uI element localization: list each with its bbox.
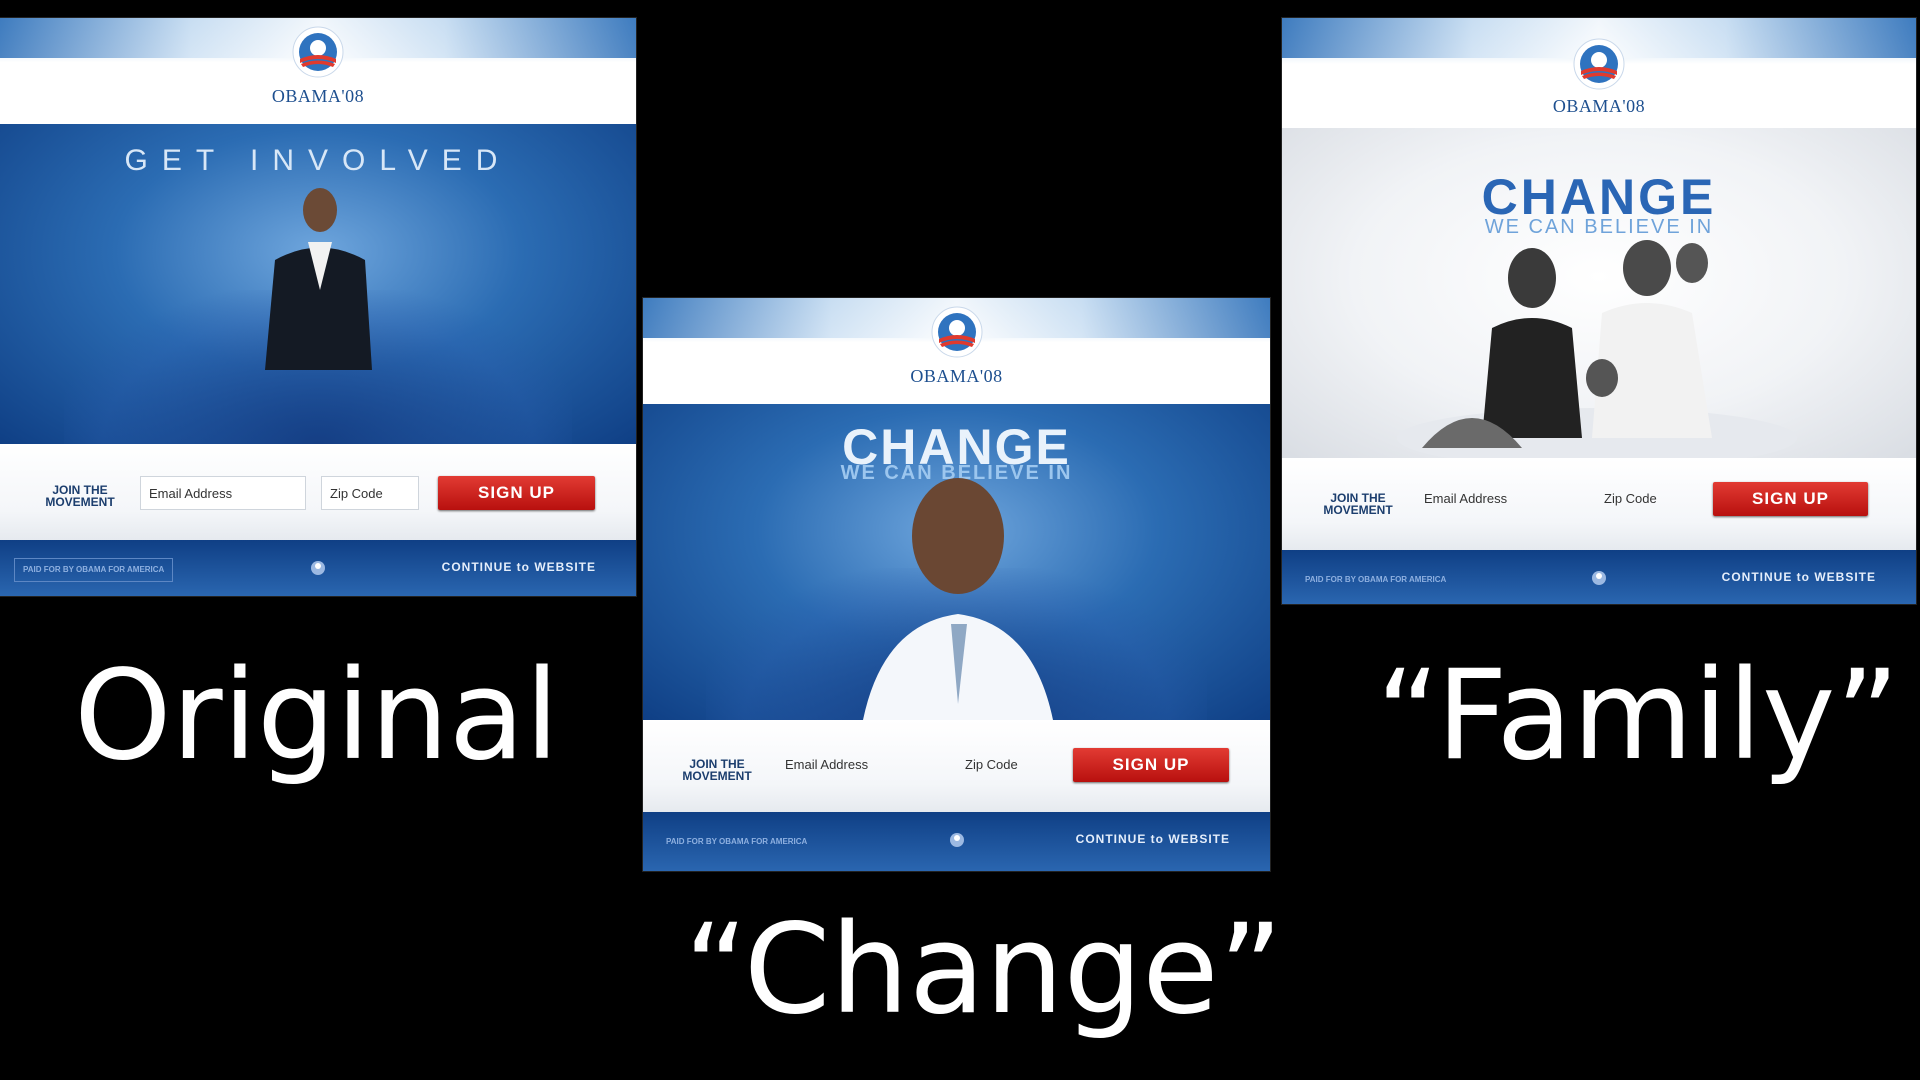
email-input[interactable]: Email Address <box>1424 491 1508 506</box>
sign-up-button[interactable]: SIGN UP <box>1073 748 1229 782</box>
brand-name: OBAMA'08 <box>1552 96 1646 116</box>
page-header: OBAMA'08 <box>0 18 636 124</box>
hero-banner: GET INVOLVED <box>0 124 636 444</box>
sign-up-button[interactable]: SIGN UP <box>1713 482 1868 516</box>
page-footer: PAID FOR BY OBAMA FOR AMERICA CONTINUE t… <box>643 812 1270 871</box>
join-the-movement-label: JOIN THE MOVEMENT <box>45 483 115 509</box>
zip-code-input[interactable]: Zip Code <box>1604 491 1657 506</box>
hero-subtitle: WE CAN BELIEVE IN <box>1484 216 1714 238</box>
obama-rising-sun-logo-icon <box>1573 38 1625 90</box>
signup-form: JOIN THE MOVEMENT Email Address Zip Code … <box>1282 458 1916 550</box>
paid-for-disclaimer: PAID FOR BY OBAMA FOR AMERICA <box>14 558 174 582</box>
footer-logo-icon <box>1592 571 1606 585</box>
page-footer: PAID FOR BY OBAMA FOR AMERICA CONTINUE t… <box>0 540 636 596</box>
continue-to-website-link[interactable]: CONTINUE to WEBSITE <box>441 560 596 574</box>
landing-page-original: OBAMA'08 GET INVOLVED JOIN THE MOVEMENT E… <box>0 18 636 596</box>
obama-rising-sun-logo-icon <box>292 26 344 78</box>
continue-to-website-link[interactable]: CONTINUE to WEBSITE <box>1075 832 1230 846</box>
landing-page-change: OBAMA'08 CHANGE WE CAN BELIEVE IN JOIN T… <box>643 298 1270 871</box>
candidate-photo <box>265 188 372 370</box>
hero-banner: CHANGE WE CAN BELIEVE IN <box>1282 128 1916 458</box>
brand-name: OBAMA'08 <box>271 86 365 106</box>
continue-to-website-link[interactable]: CONTINUE to WEBSITE <box>1721 570 1876 584</box>
join-the-movement-label: JOIN THE MOVEMENT <box>1323 491 1393 517</box>
caption-family: “Family” <box>1376 644 1900 788</box>
zip-code-input[interactable]: Zip Code <box>965 757 1018 772</box>
candidate-photo <box>863 478 1053 720</box>
hero-title: GET INVOLVED <box>124 144 512 177</box>
landing-page-family: OBAMA'08 CHANGE WE CAN BELIEVE IN JOIN T… <box>1282 18 1916 604</box>
hero-subtitle: WE CAN BELIEVE IN <box>840 462 1073 484</box>
hero-title: CHANGE <box>842 419 1071 475</box>
page-header: OBAMA'08 <box>643 298 1270 404</box>
caption-change: “Change” <box>684 898 1283 1042</box>
paid-for-disclaimer: PAID FOR BY OBAMA FOR AMERICA <box>666 837 808 846</box>
hero-title: CHANGE <box>1481 169 1717 225</box>
sign-up-button[interactable]: SIGN UP <box>438 476 595 510</box>
email-input[interactable]: Email Address <box>785 757 869 772</box>
page-header: OBAMA'08 <box>1282 18 1916 128</box>
paid-for-disclaimer: PAID FOR BY OBAMA FOR AMERICA <box>1305 575 1447 584</box>
email-input[interactable]: Email Address <box>140 476 306 510</box>
caption-original: Original <box>74 644 560 788</box>
family-photo <box>1397 240 1797 458</box>
footer-logo-icon <box>949 833 964 847</box>
signup-form: JOIN THE MOVEMENT Email Address Zip Code … <box>0 444 636 540</box>
footer-logo-icon <box>311 561 325 575</box>
page-footer: PAID FOR BY OBAMA FOR AMERICA CONTINUE t… <box>1282 550 1916 604</box>
obama-rising-sun-logo-icon <box>931 306 982 358</box>
hero-banner: CHANGE WE CAN BELIEVE IN <box>643 404 1270 720</box>
signup-form: JOIN THE MOVEMENT Email Address Zip Code … <box>643 720 1270 812</box>
brand-name: OBAMA'08 <box>910 366 1003 386</box>
join-the-movement-label: JOIN THE MOVEMENT <box>682 757 752 783</box>
zip-code-input[interactable]: Zip Code <box>321 476 419 510</box>
